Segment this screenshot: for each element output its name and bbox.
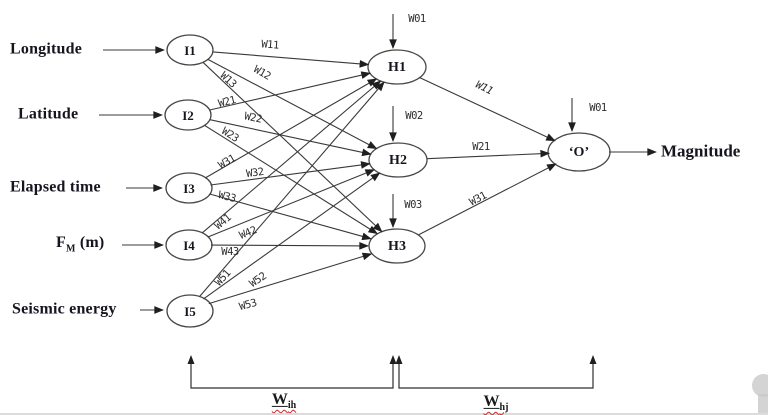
weight-label-w21-ho: W21 (472, 141, 490, 153)
weight-label-w32-ih: W32 (245, 165, 265, 181)
node-ellipse-h2 (368, 142, 428, 178)
brace-label-wih: Wih (272, 391, 296, 411)
bias-label-w03-h3: W03 (404, 199, 422, 211)
output-label-magnitude: Magnitude (661, 141, 741, 161)
bias-label-w01-output: W01 (589, 102, 607, 114)
node-ellipse-i5 (166, 294, 214, 328)
node-ellipse-i2 (164, 99, 212, 131)
input-label-elapsed-time: Elapsed time (10, 178, 101, 196)
bias-arrows (389, 14, 576, 228)
weight-label-w43-ih: W43 (221, 246, 239, 258)
weight-group-brackets (187, 355, 597, 389)
node-ellipse-i1 (166, 34, 214, 66)
input-label-seismic-energy: Seismic energy (12, 300, 117, 318)
bracket-wih (190, 362, 394, 389)
whj-subscript: hj (499, 402, 509, 414)
input-label-fm: FM (m) (56, 234, 104, 254)
node-label-i1: I1 (184, 43, 196, 58)
fm-unit: (m) (79, 234, 105, 252)
node-label-output: ‘O’ (568, 145, 590, 160)
wih-text: Wih (271, 390, 297, 412)
node-label-h2: H2 (389, 153, 407, 168)
watermark-key-stem (758, 394, 768, 415)
input-arrows (99, 46, 165, 314)
input-label-latitude: Latitude (18, 105, 79, 123)
node-ellipses (164, 34, 611, 328)
whj-text: Whj (483, 392, 509, 414)
brace-label-whj: Whj (484, 393, 509, 413)
node-label-i3: I3 (183, 181, 195, 196)
page-bottom-edge (0, 413, 768, 415)
wih-subscript: ih (287, 400, 297, 412)
bias-label-w02-h2: W02 (405, 110, 423, 122)
fm-main: F (56, 234, 66, 252)
node-ellipse-i3 (165, 172, 213, 204)
watermark-key-icon (752, 374, 768, 397)
node-label-i4: I4 (183, 238, 195, 253)
node-label-h3: H3 (388, 239, 406, 254)
hidden-output-edges (418, 77, 557, 236)
bias-label-w01-h1: W01 (408, 13, 426, 25)
fm-subscript: M (65, 243, 76, 255)
node-label-i2: I2 (182, 108, 194, 123)
input-hidden-edges (198, 51, 385, 305)
wih-main: W (271, 390, 288, 408)
whj-main: W (483, 392, 500, 410)
weight-label-w11-ih: W11 (260, 38, 280, 52)
input-label-longitude: Longitude (10, 40, 83, 58)
bracket-whj (398, 362, 594, 389)
node-ellipse-h3 (368, 228, 426, 264)
node-label-h1: H1 (388, 60, 406, 75)
node-label-i5: I5 (184, 304, 196, 319)
